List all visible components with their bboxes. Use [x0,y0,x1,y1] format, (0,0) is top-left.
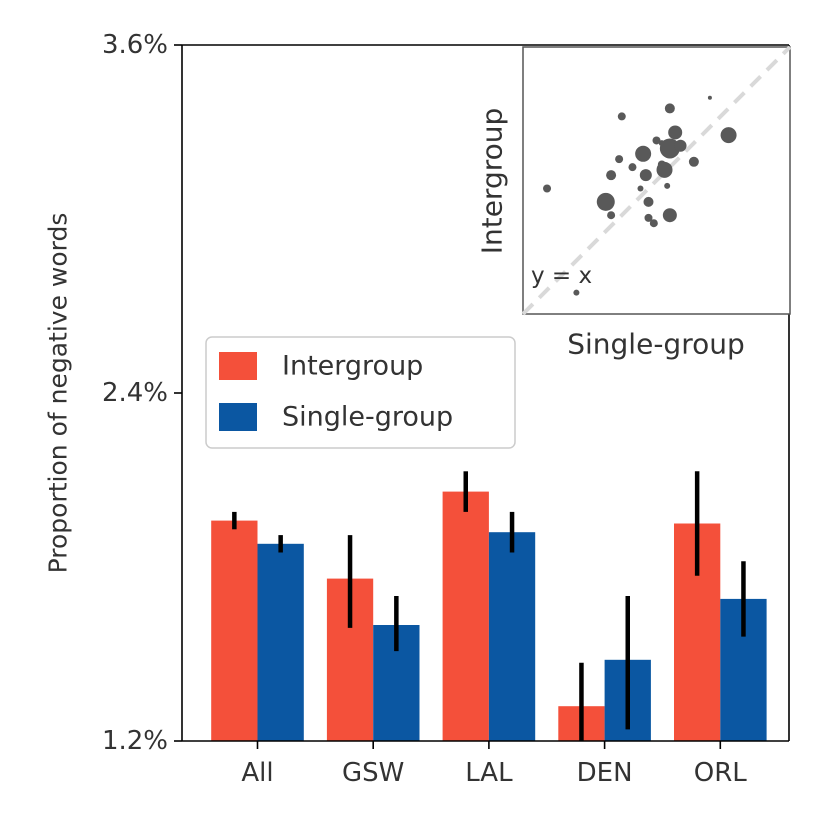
x-tick-label: LAL [465,758,513,788]
scatter-point [668,125,683,140]
y-tick-label: 3.6% [102,30,168,60]
y-tick-label: 2.4% [102,378,168,408]
bar-single-group-all [257,543,304,741]
scatter-point [573,289,580,296]
bar-intergroup-all [211,520,258,741]
legend-swatch-single-group [219,403,257,431]
scatter-point [659,138,680,159]
scatter-point [643,196,654,207]
legend-label-single-group: Single-group [282,402,453,433]
scatter-point [596,192,615,211]
scatter-point [637,185,644,192]
scatter-point [720,127,737,144]
x-tick-label: All [241,758,273,788]
scatter-point [607,211,616,220]
legend-swatch-intergroup [219,352,257,380]
main-bar-chart: 1.2% 2.4% 3.6% All GSW LAL DEN ORL Proportion of… [44,30,790,788]
legend-box [205,336,516,449]
legend-label-intergroup: Intergroup [282,351,423,382]
inset-y-axis-label: Intergroup [476,108,509,255]
inset-x-axis-label: Single-group [567,328,745,361]
scatter-point [606,170,617,181]
inset-scatter-chart: y = x Single-group Intergroup [476,45,792,361]
scatter-point [543,184,552,193]
scatter-point [649,219,658,228]
x-tick-label: GSW [342,758,404,788]
scatter-point [707,95,712,100]
reference-line-annotation: y = x [531,263,592,289]
bar-single-group-lal [488,532,536,741]
y-equals-x-line [521,45,792,316]
x-tick-label: DEN [577,758,633,788]
y-axis-label: Proportion of negative words [44,213,73,574]
scatter-point [674,139,687,152]
scatter-point [628,163,637,172]
scatter-point [688,156,699,167]
scatter-point [664,103,675,114]
x-tick-label: ORL [694,758,748,788]
scatter-point [635,145,652,162]
scatter-point [617,112,626,121]
scatter-point [644,213,653,222]
scatter-point [656,161,673,178]
scatter-point [639,169,652,182]
scatter-point [615,155,624,164]
scatter-point [664,182,671,189]
legend: Intergroup Single-group [205,336,516,449]
scatter-point [662,208,677,223]
y-tick-label: 1.2% [102,726,168,756]
bar-intergroup-lal [442,491,489,741]
scatter-point [652,136,661,145]
